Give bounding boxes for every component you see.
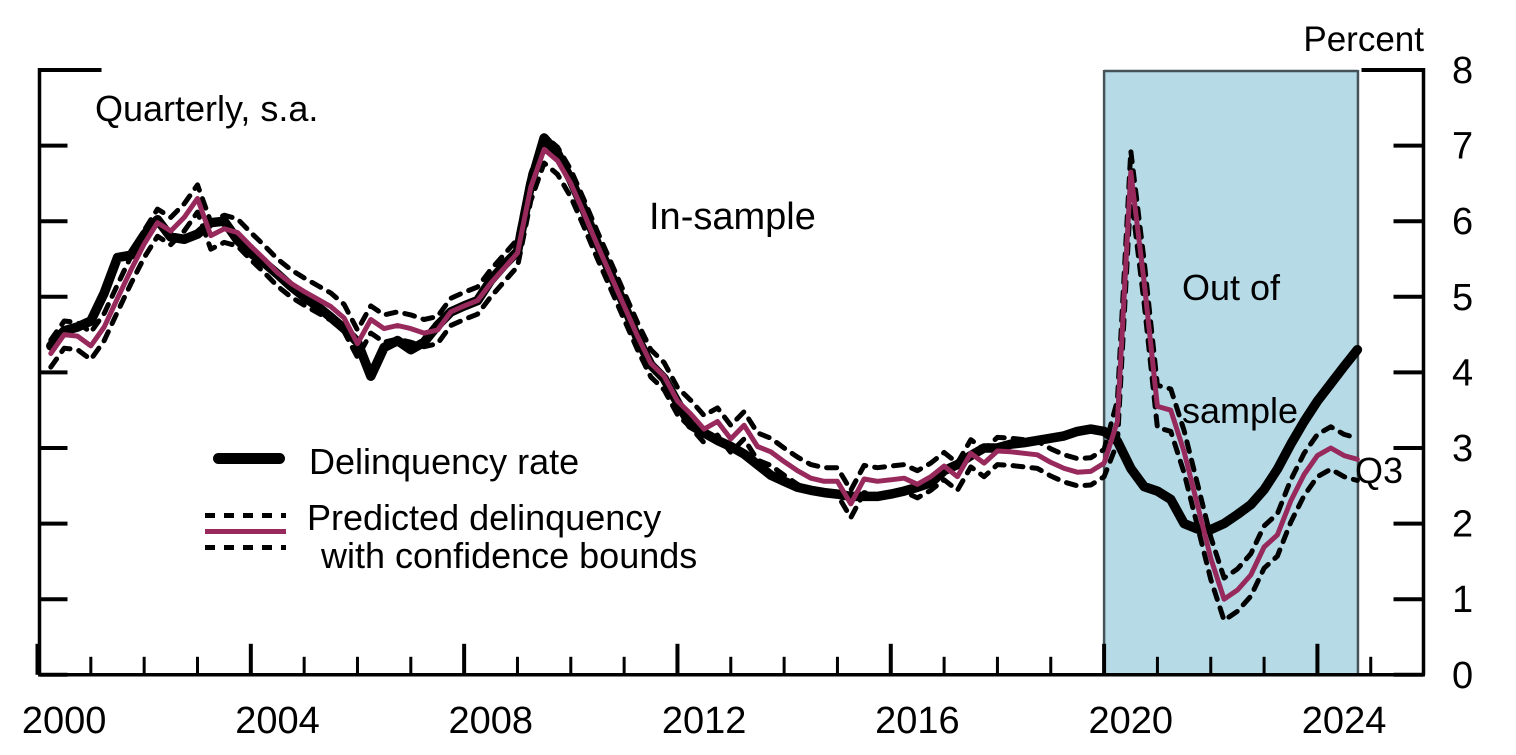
predicted-delinquency-line — [48, 146, 1360, 602]
y-tick-label: 3 — [1452, 428, 1473, 470]
legend-lower-bound-swatch — [205, 545, 286, 550]
out-of-sample-line2: sample — [1182, 390, 1299, 431]
y-tick-label: 1 — [1452, 579, 1473, 621]
out-of-sample-shading — [1104, 70, 1358, 675]
y-tick-label: 5 — [1452, 277, 1473, 319]
upper-confidence-bound-line — [48, 133, 1360, 581]
y-tick-label: 0 — [1452, 655, 1473, 697]
x-tick-label: 2000 — [22, 700, 107, 742]
x-tick-label: 2024 — [1302, 700, 1387, 742]
x-tick-label: 2016 — [875, 700, 960, 742]
x-tick-label: 2012 — [662, 700, 747, 742]
legend-predicted-label-line1: Predicted delinquency — [307, 497, 662, 538]
last-point-label: Q3 — [1355, 450, 1404, 491]
x-tick-label: 2020 — [1088, 700, 1173, 742]
lower-confidence-bound-line — [48, 160, 1360, 623]
out-of-sample-line1: Out of — [1182, 267, 1281, 308]
x-tick-label: 2004 — [235, 700, 320, 742]
y-tick-label: 2 — [1452, 504, 1473, 546]
legend-predicted-line-swatch — [205, 529, 286, 534]
legend-upper-bound-swatch — [205, 513, 286, 518]
legend-actual-line-swatch — [213, 453, 285, 464]
x-tick-label: 2008 — [449, 700, 534, 742]
y-axis-unit-label: Percent — [1303, 20, 1424, 59]
legend-predicted-label-line2: with confidence bounds — [311, 535, 698, 576]
y-tick-label: 8 — [1452, 50, 1473, 92]
y-tick-label: 7 — [1452, 126, 1473, 168]
frequency-note: Quarterly, s.a. — [95, 88, 319, 129]
in-sample-annotation: In-sample — [649, 196, 816, 238]
legend-actual-label: Delinquency rate — [309, 441, 580, 482]
out-of-sample-annotation: Out of sample — [1182, 185, 1298, 513]
y-tick-label: 4 — [1452, 352, 1473, 394]
y-tick-label: 6 — [1452, 201, 1473, 243]
